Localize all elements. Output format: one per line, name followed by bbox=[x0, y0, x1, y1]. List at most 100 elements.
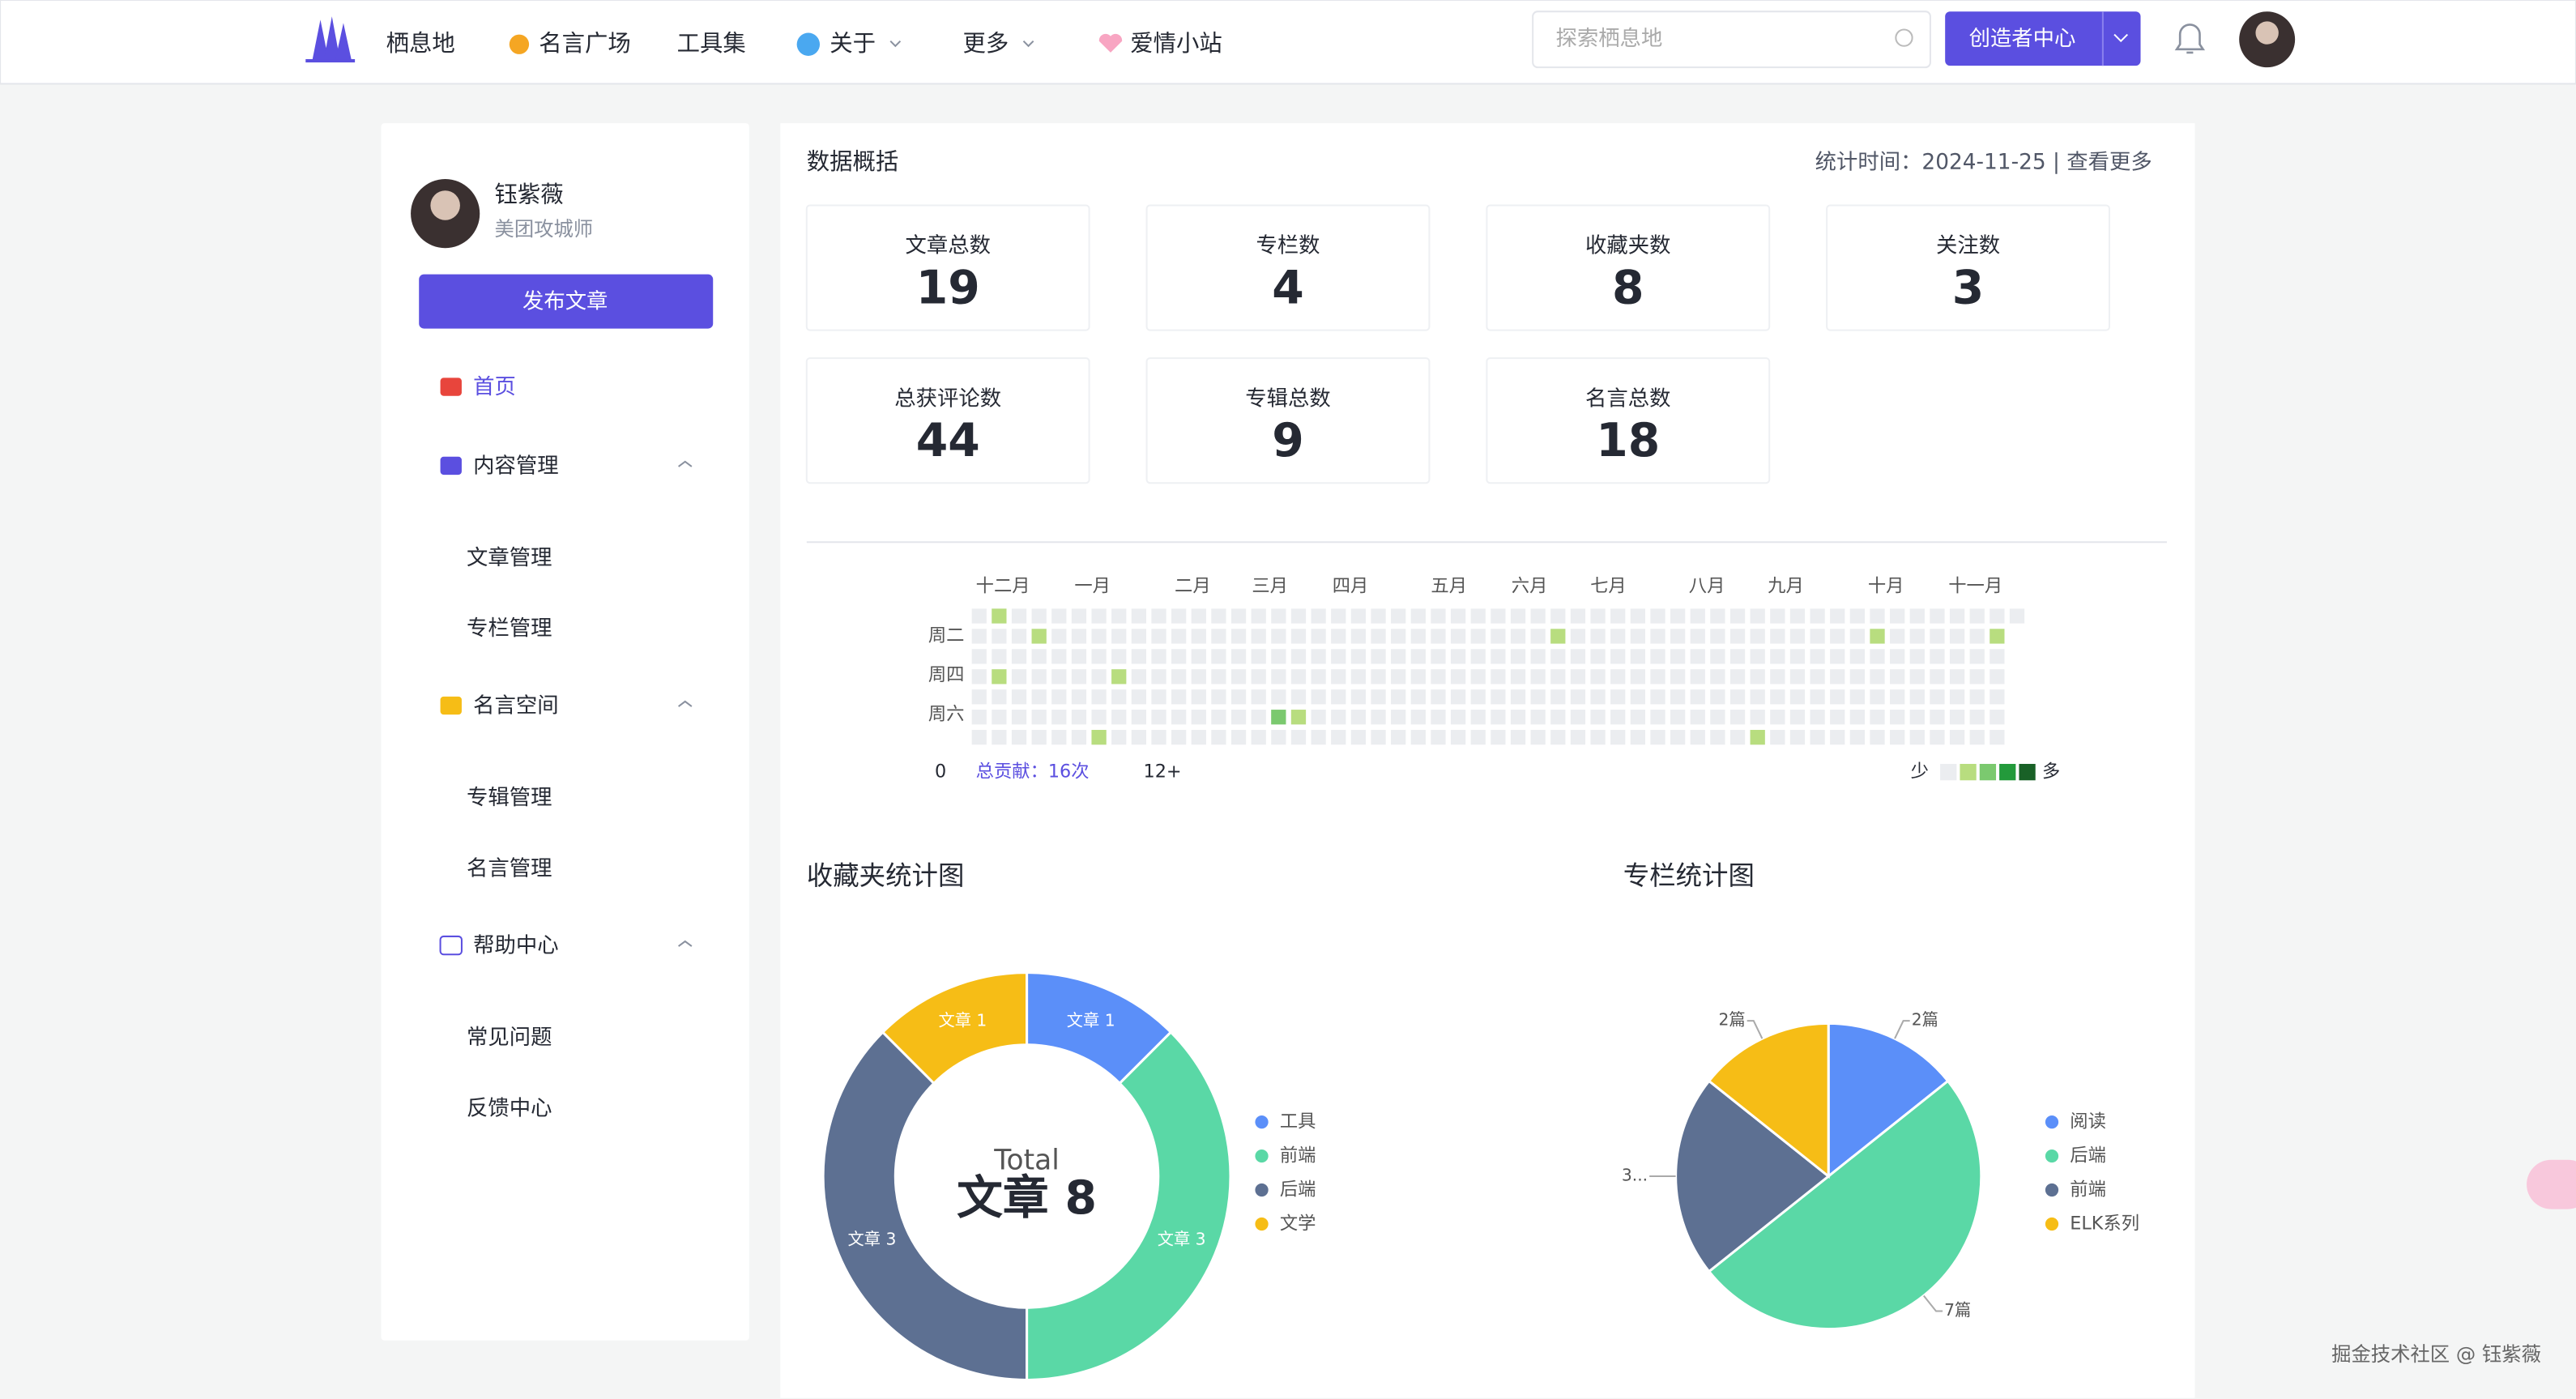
heatmap-active-cell bbox=[1031, 629, 1047, 644]
legend-label[interactable]: 阅读 bbox=[2070, 1111, 2106, 1132]
heatmap-cell bbox=[1610, 730, 1626, 745]
heatmap-cell bbox=[1331, 730, 1346, 745]
heatmap-cell bbox=[1031, 730, 1047, 745]
heatmap-cell bbox=[1930, 710, 1945, 725]
search-box[interactable] bbox=[1532, 11, 1931, 69]
heatmap-cell bbox=[1909, 669, 1925, 685]
nav-item[interactable]: 爱情小站 bbox=[1130, 30, 1222, 57]
heatmap-cell bbox=[1391, 649, 1406, 664]
heatmap-cell bbox=[1371, 649, 1386, 664]
heatmap-cell bbox=[1770, 669, 1785, 685]
heatmap-cell bbox=[1211, 629, 1226, 644]
heatmap-cell bbox=[1550, 608, 1566, 624]
heatmap-cell bbox=[1849, 669, 1866, 685]
heatmap-cell bbox=[1171, 710, 1187, 725]
heatmap-cell bbox=[1051, 730, 1067, 745]
heatmap-cell bbox=[1530, 710, 1546, 725]
heatmap-cell bbox=[1171, 649, 1187, 664]
menu-item[interactable]: 名言空间 bbox=[473, 694, 558, 719]
heatmap-cell bbox=[1230, 710, 1247, 725]
chart-title: 专栏统计图 bbox=[1623, 860, 1755, 891]
month-label: 七月 bbox=[1590, 575, 1627, 596]
stat-value: 3 bbox=[1952, 262, 1985, 315]
heatmap-cell bbox=[1071, 608, 1087, 624]
heatmap-cell bbox=[1949, 629, 1965, 644]
submenu-item[interactable]: 文章管理 bbox=[467, 546, 552, 570]
slice-label: 文章 1 bbox=[1067, 1010, 1115, 1030]
stat-card bbox=[1486, 204, 1771, 331]
bell-icon[interactable] bbox=[2174, 23, 2206, 54]
heatmap-cell bbox=[1690, 710, 1705, 725]
creator-button-text: 创造者中心 bbox=[1969, 27, 2076, 51]
stat-value: 19 bbox=[916, 262, 980, 315]
heatmap-cell bbox=[1710, 730, 1725, 745]
heatmap-cell bbox=[1051, 710, 1067, 725]
nav-item[interactable]: 栖息地 bbox=[386, 30, 455, 57]
heatmap-cell bbox=[1131, 730, 1146, 745]
submenu-item[interactable]: 专辑管理 bbox=[467, 786, 552, 810]
submenu-item[interactable]: 专栏管理 bbox=[467, 616, 552, 641]
heatmap-cell bbox=[992, 649, 1007, 664]
logo[interactable] bbox=[305, 16, 356, 63]
creator-button[interactable] bbox=[1945, 11, 2141, 66]
heatmap-cell bbox=[1391, 608, 1406, 624]
nav-item[interactable]: 关于 bbox=[830, 30, 876, 57]
heatmap-cell bbox=[1870, 689, 1885, 705]
collapse-icon[interactable] bbox=[678, 460, 693, 467]
heatmap-cell bbox=[1770, 710, 1785, 725]
legend-label[interactable]: 后端 bbox=[2070, 1145, 2106, 1167]
heatmap-cell bbox=[1729, 669, 1746, 685]
stats-time[interactable]: 统计时间：2024-11-25 | 查看更多 bbox=[1815, 150, 2152, 174]
heatmap-cell bbox=[1949, 710, 1965, 725]
heatmap-cell bbox=[971, 710, 987, 725]
menu-item[interactable]: 首页 bbox=[473, 375, 516, 399]
heatmap-cell bbox=[992, 710, 1007, 725]
heatmap-cell bbox=[1391, 689, 1406, 705]
heatmap-cell bbox=[992, 689, 1007, 705]
heatmap-cell bbox=[1710, 710, 1725, 725]
submenu-item[interactable]: 名言管理 bbox=[467, 856, 552, 881]
heatmap-cell bbox=[1930, 649, 1945, 664]
heatmap-cell bbox=[1909, 730, 1925, 745]
menu-item[interactable]: 帮助中心 bbox=[473, 934, 558, 958]
submenu-item[interactable]: 反馈中心 bbox=[467, 1096, 552, 1120]
center-value: 文章 8 bbox=[957, 1171, 1097, 1225]
legend-label[interactable]: 工具 bbox=[1280, 1111, 1316, 1132]
collapse-icon[interactable] bbox=[678, 940, 693, 947]
heatmap-cell bbox=[1051, 629, 1067, 644]
heatmap-cell bbox=[1650, 649, 1665, 664]
slice bbox=[821, 1030, 1029, 1381]
month-label: 一月 bbox=[1074, 575, 1111, 596]
heatmap-cell bbox=[1570, 689, 1586, 705]
heatmap-cell bbox=[1570, 629, 1586, 644]
legend-label[interactable]: 文学 bbox=[1280, 1213, 1316, 1235]
heatmap-cell bbox=[1930, 669, 1945, 685]
legend-label[interactable]: 前端 bbox=[2070, 1179, 2106, 1201]
heatmap-total: 总贡献：16次 bbox=[976, 761, 1090, 783]
publish-button[interactable] bbox=[419, 274, 714, 329]
submenu-item[interactable]: 常见问题 bbox=[467, 1026, 552, 1050]
legend-label[interactable]: 后端 bbox=[1280, 1179, 1316, 1201]
nav-item[interactable]: 工具集 bbox=[677, 30, 746, 57]
heatmap-cell bbox=[1810, 710, 1825, 725]
legend-label[interactable]: ELK系列 bbox=[2070, 1213, 2139, 1235]
nav-item[interactable]: 更多 bbox=[962, 30, 1009, 57]
stat-card bbox=[1145, 357, 1431, 484]
month-label: 十月 bbox=[1868, 575, 1904, 596]
nav-icon bbox=[796, 32, 821, 56]
translate-button[interactable] bbox=[2527, 1159, 2576, 1209]
menu-item[interactable]: 内容管理 bbox=[473, 454, 558, 478]
heatmap-cell bbox=[1230, 629, 1247, 644]
collapse-icon[interactable] bbox=[678, 700, 693, 707]
heatmap-cell bbox=[1431, 710, 1446, 725]
heatmap-cell bbox=[1350, 629, 1367, 644]
legend-label[interactable]: 前端 bbox=[1280, 1145, 1316, 1167]
month-label: 四月 bbox=[1333, 575, 1369, 596]
nav-item[interactable]: 名言广场 bbox=[539, 30, 631, 57]
heatmap-cell bbox=[1290, 629, 1307, 644]
dropdown-icon[interactable] bbox=[2113, 33, 2128, 43]
stat-card bbox=[1145, 204, 1431, 331]
heatmap-cell bbox=[1630, 730, 1645, 745]
heatmap-cell bbox=[1729, 629, 1746, 644]
heatmap-cell bbox=[1750, 608, 1765, 624]
